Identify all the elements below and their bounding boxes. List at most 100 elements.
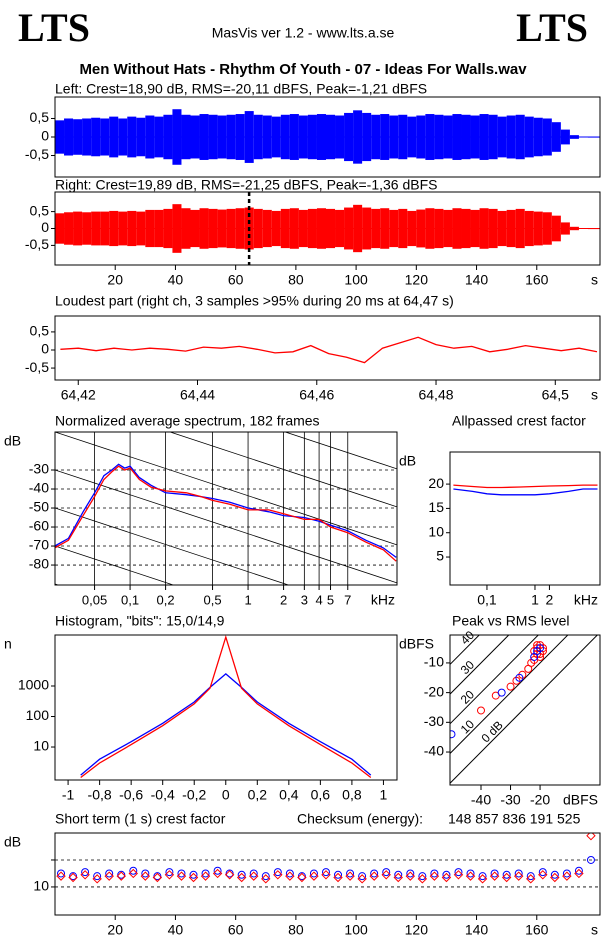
- crest-line-label: 0 dB: [478, 718, 505, 745]
- point: [526, 872, 535, 881]
- point: [418, 872, 427, 881]
- x-tick-label: 64,46: [299, 387, 334, 403]
- x-tick-label: 2: [546, 592, 554, 608]
- x-tick-label: -20: [530, 792, 550, 808]
- y-tick-label: 10: [428, 523, 444, 539]
- x-tick-label: 20: [107, 922, 123, 938]
- point: [57, 869, 66, 878]
- reference-slope: [284, 432, 397, 470]
- point: [92, 874, 102, 884]
- x-unit: s: [591, 922, 598, 938]
- point: [538, 868, 547, 877]
- x-tick-label: 120: [405, 922, 429, 938]
- point: [69, 872, 78, 881]
- x-unit: kHz: [371, 592, 395, 608]
- point: [490, 869, 499, 878]
- point: [141, 869, 150, 878]
- point: [249, 869, 258, 878]
- x-tick-label: 80: [288, 922, 304, 938]
- point: [261, 874, 271, 884]
- point: [200, 871, 211, 881]
- crest-line: [450, 635, 539, 725]
- point: [406, 869, 415, 878]
- point: [273, 868, 282, 877]
- point: [249, 871, 259, 881]
- x-tick-label: 0,8: [342, 787, 362, 803]
- series-line: [55, 465, 397, 562]
- x-tick-label: -40: [471, 792, 491, 808]
- panel-title: Allpassed crest factor: [452, 413, 586, 429]
- point: [530, 655, 539, 664]
- plot-area: [55, 432, 397, 585]
- point: [285, 871, 295, 881]
- point: [405, 871, 416, 881]
- x-tick-label: 100: [344, 922, 368, 938]
- point: [536, 644, 545, 653]
- file-title: Men Without Hats - Rhythm Of Youth - 07 …: [79, 61, 527, 78]
- x-tick-label: 5: [327, 592, 334, 607]
- y-tick-label: 0: [41, 219, 49, 235]
- y-tick-label: -60: [29, 518, 49, 534]
- point: [514, 869, 523, 878]
- x-tick-label: 0,4: [279, 787, 299, 803]
- panel-frame: [54, 315, 601, 381]
- point: [453, 870, 464, 880]
- point: [56, 871, 66, 881]
- y-tick-label: 5: [436, 548, 444, 564]
- x-tick-label: 0,1: [121, 592, 139, 607]
- panel-frame: [449, 451, 601, 586]
- plot-area: [60, 336, 598, 364]
- series-line: [55, 463, 397, 558]
- annotation: Checksum (energy):: [297, 811, 423, 827]
- x-tick-label: 0,2: [248, 787, 268, 803]
- point: [466, 869, 475, 878]
- y-tick-label: 20: [428, 475, 444, 491]
- reference-slope: [168, 432, 397, 508]
- y-tick-label: -0,5: [25, 359, 49, 375]
- point: [382, 868, 391, 877]
- plot-area: [450, 635, 599, 784]
- x-tick-label: 64,48: [418, 387, 453, 403]
- point: [538, 870, 548, 880]
- point: [358, 872, 367, 881]
- point: [237, 870, 246, 879]
- y-tick-label: 0,5: [30, 323, 50, 339]
- x-tick-label: 0,5: [204, 592, 222, 607]
- y-tick-label: -0,5: [25, 146, 49, 162]
- point: [574, 868, 584, 879]
- point: [140, 871, 151, 881]
- point: [333, 872, 343, 883]
- plot-area: [55, 109, 600, 165]
- series-line: [80, 673, 372, 776]
- panel-frame: [54, 191, 601, 266]
- point: [93, 872, 102, 881]
- point: [393, 872, 403, 883]
- point: [477, 706, 486, 715]
- y-unit: dB: [4, 834, 21, 850]
- panel-title: Peak vs RMS level: [452, 613, 569, 629]
- y-tick-label: 1000: [18, 677, 49, 693]
- point: [513, 871, 524, 881]
- x-unit: s: [591, 272, 598, 288]
- point: [164, 870, 175, 880]
- series-line: [453, 488, 598, 496]
- x-tick-label: 0,05: [82, 592, 107, 607]
- point: [224, 870, 235, 880]
- app-title: MasVis ver 1.2 - www.lts.a.se: [212, 25, 395, 41]
- x-tick-label: 100: [344, 272, 368, 288]
- point: [213, 866, 222, 875]
- point: [515, 673, 524, 682]
- y-tick-label: -50: [29, 499, 49, 515]
- y-tick-label: 0,5: [30, 202, 50, 218]
- point: [346, 869, 355, 878]
- x-tick-label: -1: [62, 787, 75, 803]
- y-tick-label: 10: [33, 738, 49, 754]
- point: [369, 871, 379, 881]
- point: [309, 869, 318, 878]
- point: [562, 871, 572, 881]
- point: [429, 871, 440, 881]
- x-tick-label: 140: [465, 272, 489, 288]
- point: [177, 869, 186, 878]
- x-tick-label: 3: [301, 592, 308, 607]
- x-tick-label: 0,1: [477, 592, 497, 608]
